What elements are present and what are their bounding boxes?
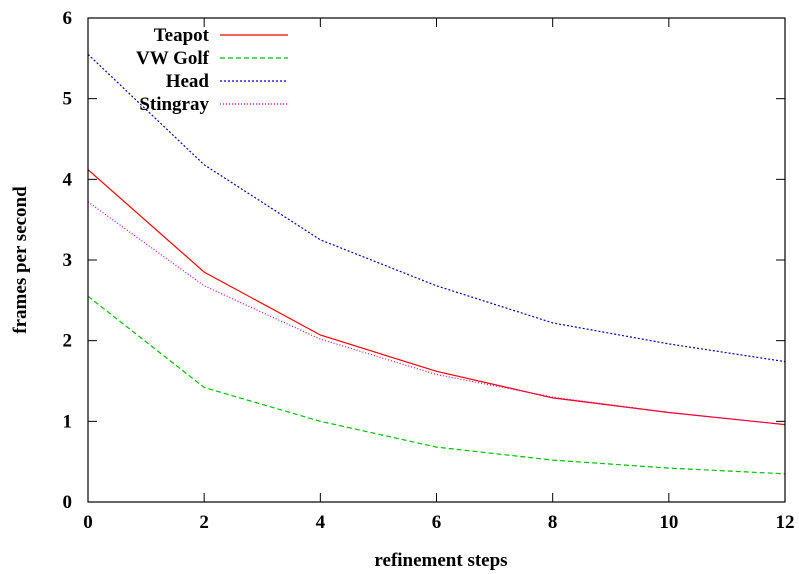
y-axis-title: frames per second <box>10 186 31 334</box>
y-tick-label: 3 <box>63 250 73 271</box>
y-tick-label: 6 <box>63 8 73 29</box>
x-tick-label: 4 <box>316 512 326 533</box>
y-tick-label: 1 <box>63 411 73 432</box>
legend-label-stingray: Stingray <box>139 94 209 115</box>
y-tick-label: 5 <box>63 89 73 110</box>
series-line-stingray <box>87 201 786 426</box>
x-axis-title: refinement steps <box>374 550 507 571</box>
x-tick-label: 0 <box>83 512 93 533</box>
y-tick-label: 2 <box>63 331 73 352</box>
legend-label-head: Head <box>166 71 210 92</box>
y-tick-label: 0 <box>63 492 73 513</box>
series-line-teapot <box>87 169 786 426</box>
series-layer <box>87 53 786 475</box>
x-tick-label: 12 <box>776 512 795 533</box>
y-tick-label: 4 <box>63 169 73 190</box>
series-line-vw-golf <box>87 295 786 475</box>
x-tick-label: 8 <box>548 512 558 533</box>
legend-label-teapot: Teapot <box>154 25 210 46</box>
x-tick-label: 10 <box>659 512 678 533</box>
legend-label-vw-golf: VW Golf <box>136 48 210 69</box>
plot-frame <box>87 17 786 503</box>
x-tick-label: 2 <box>199 512 209 533</box>
x-tick-label: 6 <box>432 512 442 533</box>
series-line-head <box>87 53 786 363</box>
